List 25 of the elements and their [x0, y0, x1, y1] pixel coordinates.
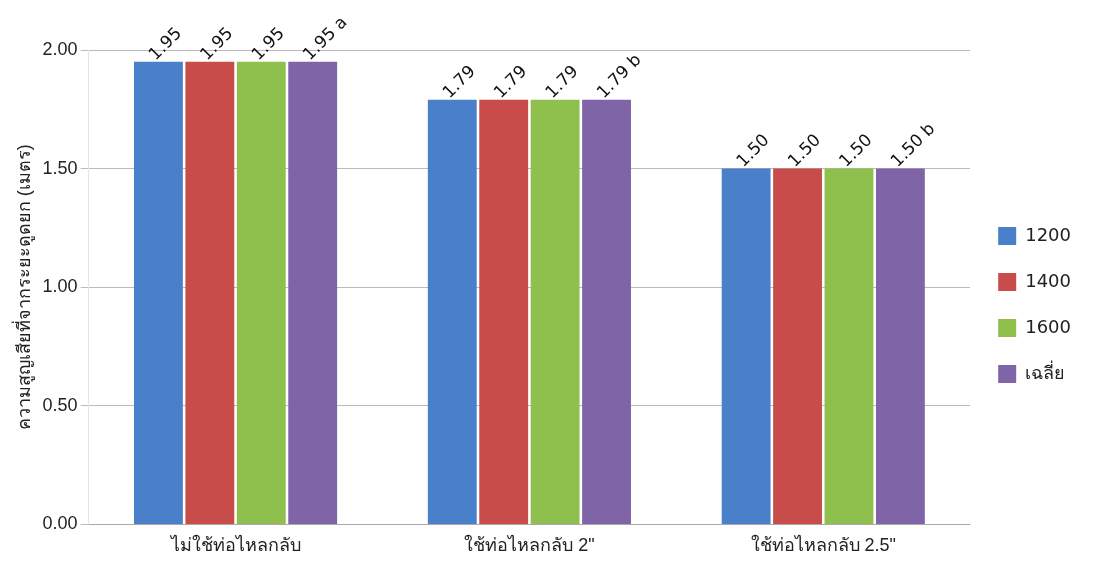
y-tick-label: 1.00	[42, 276, 78, 297]
bar	[288, 61, 338, 524]
bar	[582, 99, 631, 524]
bar	[530, 99, 580, 524]
bar	[721, 168, 771, 524]
legend-label: 1600	[1025, 315, 1071, 337]
y-tick-label: 0.00	[42, 513, 78, 534]
bar	[824, 168, 874, 524]
legend-label: 1400	[1025, 269, 1071, 291]
bar	[427, 99, 477, 524]
y-axis-title: ความสูญเสียที่จากระยะดูดยก (เมตร)	[10, 144, 35, 431]
y-tick-label: 1.50	[42, 157, 78, 178]
legend-label: เฉลี่ย	[1025, 359, 1066, 383]
x-tick-label: ใช้ท่อไหลกลับ 2"	[464, 534, 595, 556]
bar	[236, 61, 286, 524]
bar	[875, 168, 925, 524]
x-tick-label: ใช้ท่อไหลกลับ 2.5"	[750, 534, 896, 556]
y-tick-label: 0.50	[42, 394, 78, 415]
bar	[134, 61, 183, 524]
legend-label: 1200	[1025, 223, 1071, 245]
bar	[185, 61, 235, 524]
y-tick-label: 2.00	[42, 38, 78, 59]
bar	[773, 168, 822, 524]
x-tick-label: ไม่ใช้ท่อไหลกลับ	[168, 534, 301, 556]
bar	[479, 99, 529, 524]
